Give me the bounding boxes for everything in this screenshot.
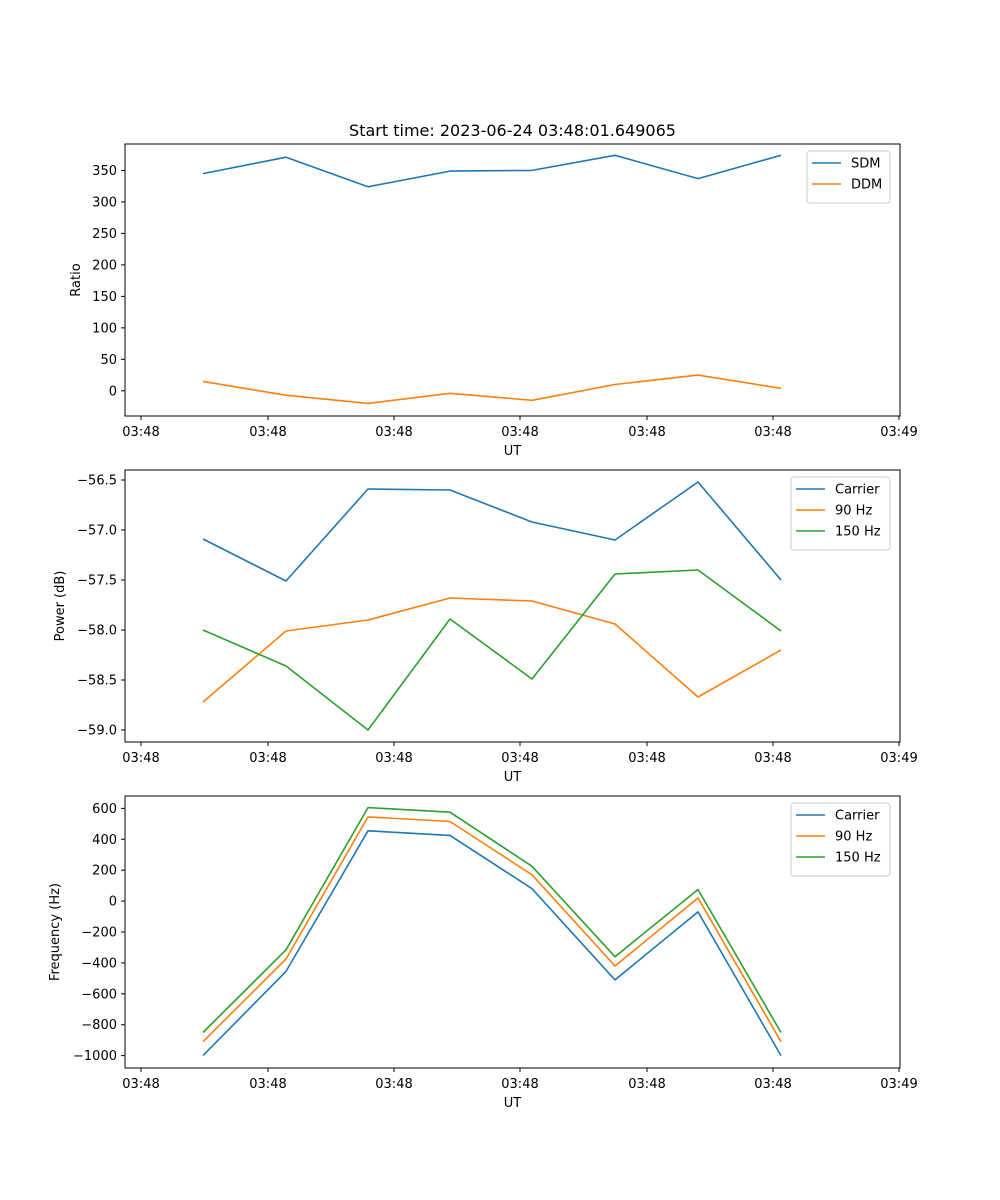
legend-label: 150 Hz (835, 851, 881, 866)
x-tick-label: 03:48 (122, 751, 159, 766)
legend: Carrier 90 Hz 150 Hz (790, 476, 891, 551)
series-line-sdm (202, 154, 782, 188)
y-tick-label: −58.0 (77, 624, 117, 639)
y-tick-label: −400 (81, 956, 117, 971)
panels: Start time: 2023-06-24 03:48:01.64906503… (48, 121, 918, 1111)
chart-title: Start time: 2023-06-24 03:48:01.649065 (349, 121, 676, 140)
y-tick-label: −200 (81, 926, 117, 941)
x-tick-label: 03:48 (122, 1077, 159, 1092)
y-tick-label: −57.5 (77, 574, 117, 589)
y-tick-label: 150 (92, 290, 117, 305)
x-axis-label: UT (504, 1096, 522, 1111)
y-tick-label: −59.0 (77, 724, 117, 739)
x-tick-label: 03:48 (375, 425, 412, 440)
legend-label: 150 Hz (835, 525, 881, 540)
x-tick-label: 03:48 (501, 1077, 538, 1092)
x-tick-label: 03:48 (375, 751, 412, 766)
y-tick-label: 100 (92, 321, 117, 336)
legend-box (806, 150, 891, 204)
panel-3: 03:48 03:48 03:48 03:48 03:48 03:48 03:49 UT −10… (48, 795, 918, 1111)
legend: SDM DDM (806, 150, 891, 204)
x-tick-label: 03:49 (880, 751, 917, 766)
y-axis-label: Power (dB) (53, 571, 68, 642)
y-tick-label: 0 (109, 895, 117, 910)
x-tick-label: 03:48 (501, 751, 538, 766)
legend-label: SDM (851, 157, 880, 172)
y-tick-label: 600 (92, 802, 117, 817)
y-axis-label: Frequency (Hz) (48, 883, 63, 981)
y-tick-label: −56.5 (77, 474, 117, 489)
y-tick-label: −800 (81, 1018, 117, 1033)
y-tick-label: −600 (81, 987, 117, 1002)
series-line-carrier (202, 829, 782, 1057)
x-tick-label: 03:48 (501, 425, 538, 440)
y-tick-label: 50 (100, 353, 117, 368)
x-tick-label: 03:48 (628, 425, 665, 440)
y-axis-label: Ratio (69, 263, 84, 296)
x-tick-label: 03:48 (754, 425, 791, 440)
x-tick-label: 03:48 (249, 1077, 286, 1092)
y-tick-label: 400 (92, 833, 117, 848)
series-line-ddm (202, 374, 782, 405)
plot-frame (124, 143, 901, 417)
legend-label: 90 Hz (835, 830, 872, 845)
x-tick-label: 03:48 (628, 751, 665, 766)
y-tick-label: −1000 (73, 1049, 117, 1064)
y-tick-label: 350 (92, 164, 117, 179)
y-tick-label: 0 (109, 384, 117, 399)
x-tick-label: 03:48 (754, 1077, 791, 1092)
y-tick-label: 300 (92, 195, 117, 210)
y-tick-label: 200 (92, 864, 117, 879)
x-axis-label: UT (504, 444, 522, 459)
y-tick-label: −58.5 (77, 674, 117, 689)
series-line-150-hz (202, 569, 782, 731)
panel-2: 03:48 03:48 03:48 03:48 03:48 03:48 03:49 UT −59… (53, 469, 918, 785)
x-axis-label: UT (504, 770, 522, 785)
x-tick-label: 03:48 (249, 425, 286, 440)
plot-frame (124, 469, 901, 743)
series-line-carrier (202, 481, 782, 582)
x-tick-label: 03:48 (249, 751, 286, 766)
series-line-90-hz (202, 597, 782, 703)
series-line-150-hz (202, 806, 782, 1034)
x-tick-label: 03:49 (880, 1077, 917, 1092)
y-tick-label: 250 (92, 227, 117, 242)
legend-label: DDM (851, 178, 882, 193)
x-tick-label: 03:48 (375, 1077, 412, 1092)
x-tick-label: 03:48 (754, 751, 791, 766)
x-tick-label: 03:48 (122, 425, 159, 440)
panel-1: Start time: 2023-06-24 03:48:01.64906503… (69, 121, 918, 459)
x-tick-label: 03:49 (880, 425, 917, 440)
y-tick-label: 200 (92, 258, 117, 273)
legend-label: Carrier (835, 809, 880, 824)
x-tick-label: 03:48 (628, 1077, 665, 1092)
series-line-90-hz (202, 816, 782, 1043)
legend: Carrier 90 Hz 150 Hz (790, 802, 891, 877)
y-tick-label: −57.0 (77, 524, 117, 539)
legend-label: Carrier (835, 483, 880, 498)
legend-label: 90 Hz (835, 504, 872, 519)
